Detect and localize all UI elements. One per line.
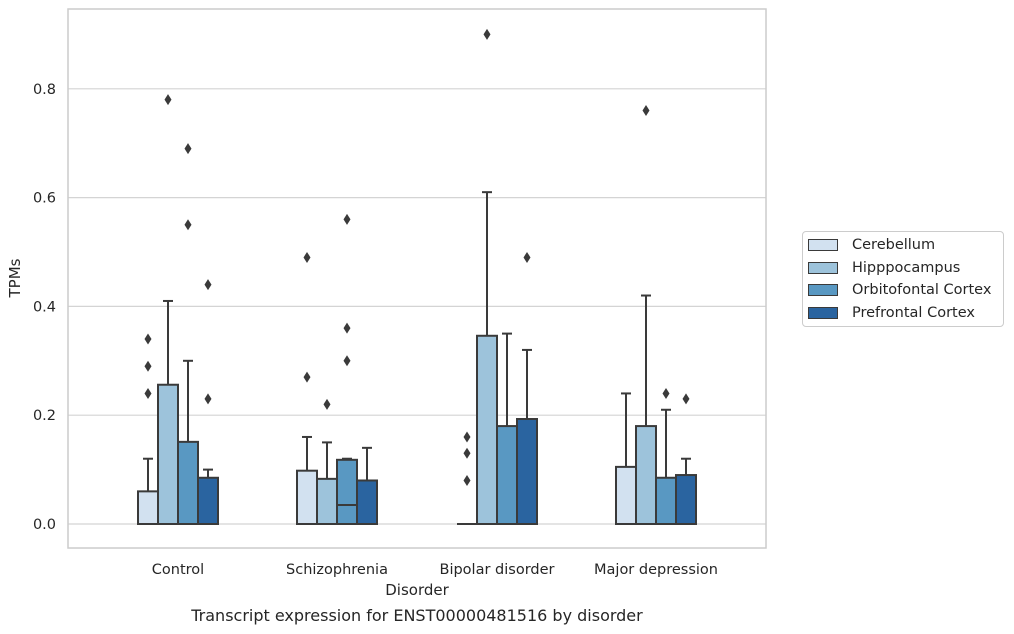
y-tick-label: 0.8 bbox=[33, 82, 56, 98]
legend-swatch bbox=[808, 284, 838, 296]
box-1-2 bbox=[336, 213, 358, 526]
box-2-3 bbox=[516, 251, 538, 525]
box-body bbox=[675, 474, 697, 526]
outlier-point bbox=[144, 333, 152, 345]
box-body bbox=[615, 465, 637, 526]
outlier-point bbox=[204, 393, 212, 405]
y-tick-label: 0.0 bbox=[33, 517, 56, 533]
outlier-point bbox=[642, 105, 650, 117]
box-body bbox=[197, 476, 219, 526]
outlier-point bbox=[204, 279, 212, 291]
outlier-point bbox=[343, 213, 351, 225]
outlier-point bbox=[144, 387, 152, 399]
outlier-point bbox=[483, 28, 491, 40]
box-0-3 bbox=[197, 279, 219, 526]
legend-label: Prefrontal Cortex bbox=[852, 305, 975, 321]
box-3-1 bbox=[635, 105, 657, 525]
box-0-0 bbox=[137, 333, 159, 525]
box-body bbox=[655, 476, 677, 526]
outlier-point bbox=[184, 143, 192, 155]
box-body bbox=[177, 440, 199, 525]
y-tick-label: 0.4 bbox=[33, 299, 56, 315]
legend-swatch bbox=[808, 262, 838, 274]
legend-label: Cerebellum bbox=[852, 237, 936, 253]
outlier-point bbox=[662, 387, 670, 399]
box-3-2 bbox=[655, 387, 677, 526]
legend-item-prefrontal-cortex: Prefrontal Cortex bbox=[808, 304, 975, 322]
box-body bbox=[316, 477, 338, 525]
legend-swatch bbox=[808, 239, 838, 251]
outlier-point bbox=[343, 322, 351, 334]
box-3-0 bbox=[615, 392, 637, 526]
outlier-point bbox=[682, 393, 690, 405]
legend-label: Hipppocampus bbox=[852, 260, 961, 276]
y-axis-label: TPMs bbox=[6, 258, 24, 298]
outlier-point bbox=[463, 474, 471, 486]
outlier-point bbox=[323, 398, 331, 410]
legend-item-orbitofrontal-cortex: Orbitofontal Cortex bbox=[808, 281, 991, 299]
box-body bbox=[635, 425, 657, 525]
box-2-1 bbox=[476, 28, 498, 525]
x-tick-label: Schizophrenia bbox=[286, 562, 388, 578]
x-axis-ticks: Control Schizophrenia Bipolar disorder Majo… bbox=[152, 562, 718, 578]
box-1-0 bbox=[296, 251, 318, 525]
box-body bbox=[356, 479, 378, 526]
box-1-3 bbox=[356, 446, 378, 526]
y-tick-label: 0.6 bbox=[33, 191, 56, 207]
box-2-0 bbox=[457, 431, 477, 525]
outlier-point bbox=[164, 94, 172, 106]
outlier-point bbox=[523, 251, 531, 263]
box-1-1 bbox=[316, 398, 338, 525]
outlier-point bbox=[463, 431, 471, 443]
x-tick-label: Control bbox=[152, 562, 204, 578]
outlier-point bbox=[184, 219, 192, 231]
legend-swatch bbox=[808, 307, 838, 319]
box-0-2 bbox=[177, 143, 199, 525]
x-tick-label: Major depression bbox=[594, 562, 718, 578]
outlier-point bbox=[463, 447, 471, 459]
box-body bbox=[296, 469, 318, 525]
legend-item-hippocampus: Hipppocampus bbox=[808, 259, 960, 277]
box-body bbox=[496, 425, 518, 525]
legend: Cerebellum Hipppocampus Orbitofontal Cor… bbox=[802, 231, 1004, 327]
box-0-1 bbox=[157, 94, 179, 525]
legend-item-cerebellum: Cerebellum bbox=[808, 236, 935, 254]
y-tick-label: 0.2 bbox=[33, 408, 56, 424]
x-tick-label: Bipolar disorder bbox=[440, 562, 555, 578]
box-body bbox=[516, 418, 538, 525]
outlier-point bbox=[303, 251, 311, 263]
outlier-point bbox=[144, 360, 152, 372]
box-3-3 bbox=[675, 393, 697, 526]
box-body bbox=[476, 334, 498, 525]
x-axis-label: Disorder bbox=[385, 581, 449, 599]
box-body bbox=[157, 383, 179, 525]
y-axis-ticks: 0.0 0.2 0.4 0.6 0.8 bbox=[33, 82, 56, 533]
box-body bbox=[336, 458, 358, 526]
legend-label: Orbitofontal Cortex bbox=[852, 282, 992, 298]
plot-frame bbox=[67, 8, 767, 549]
figure-caption: Transcript expression for ENST0000048151… bbox=[191, 606, 643, 625]
outlier-point bbox=[303, 371, 311, 383]
outlier-point bbox=[343, 355, 351, 367]
box-2-2 bbox=[496, 332, 518, 525]
boxes bbox=[137, 28, 697, 526]
box-body bbox=[137, 490, 159, 525]
